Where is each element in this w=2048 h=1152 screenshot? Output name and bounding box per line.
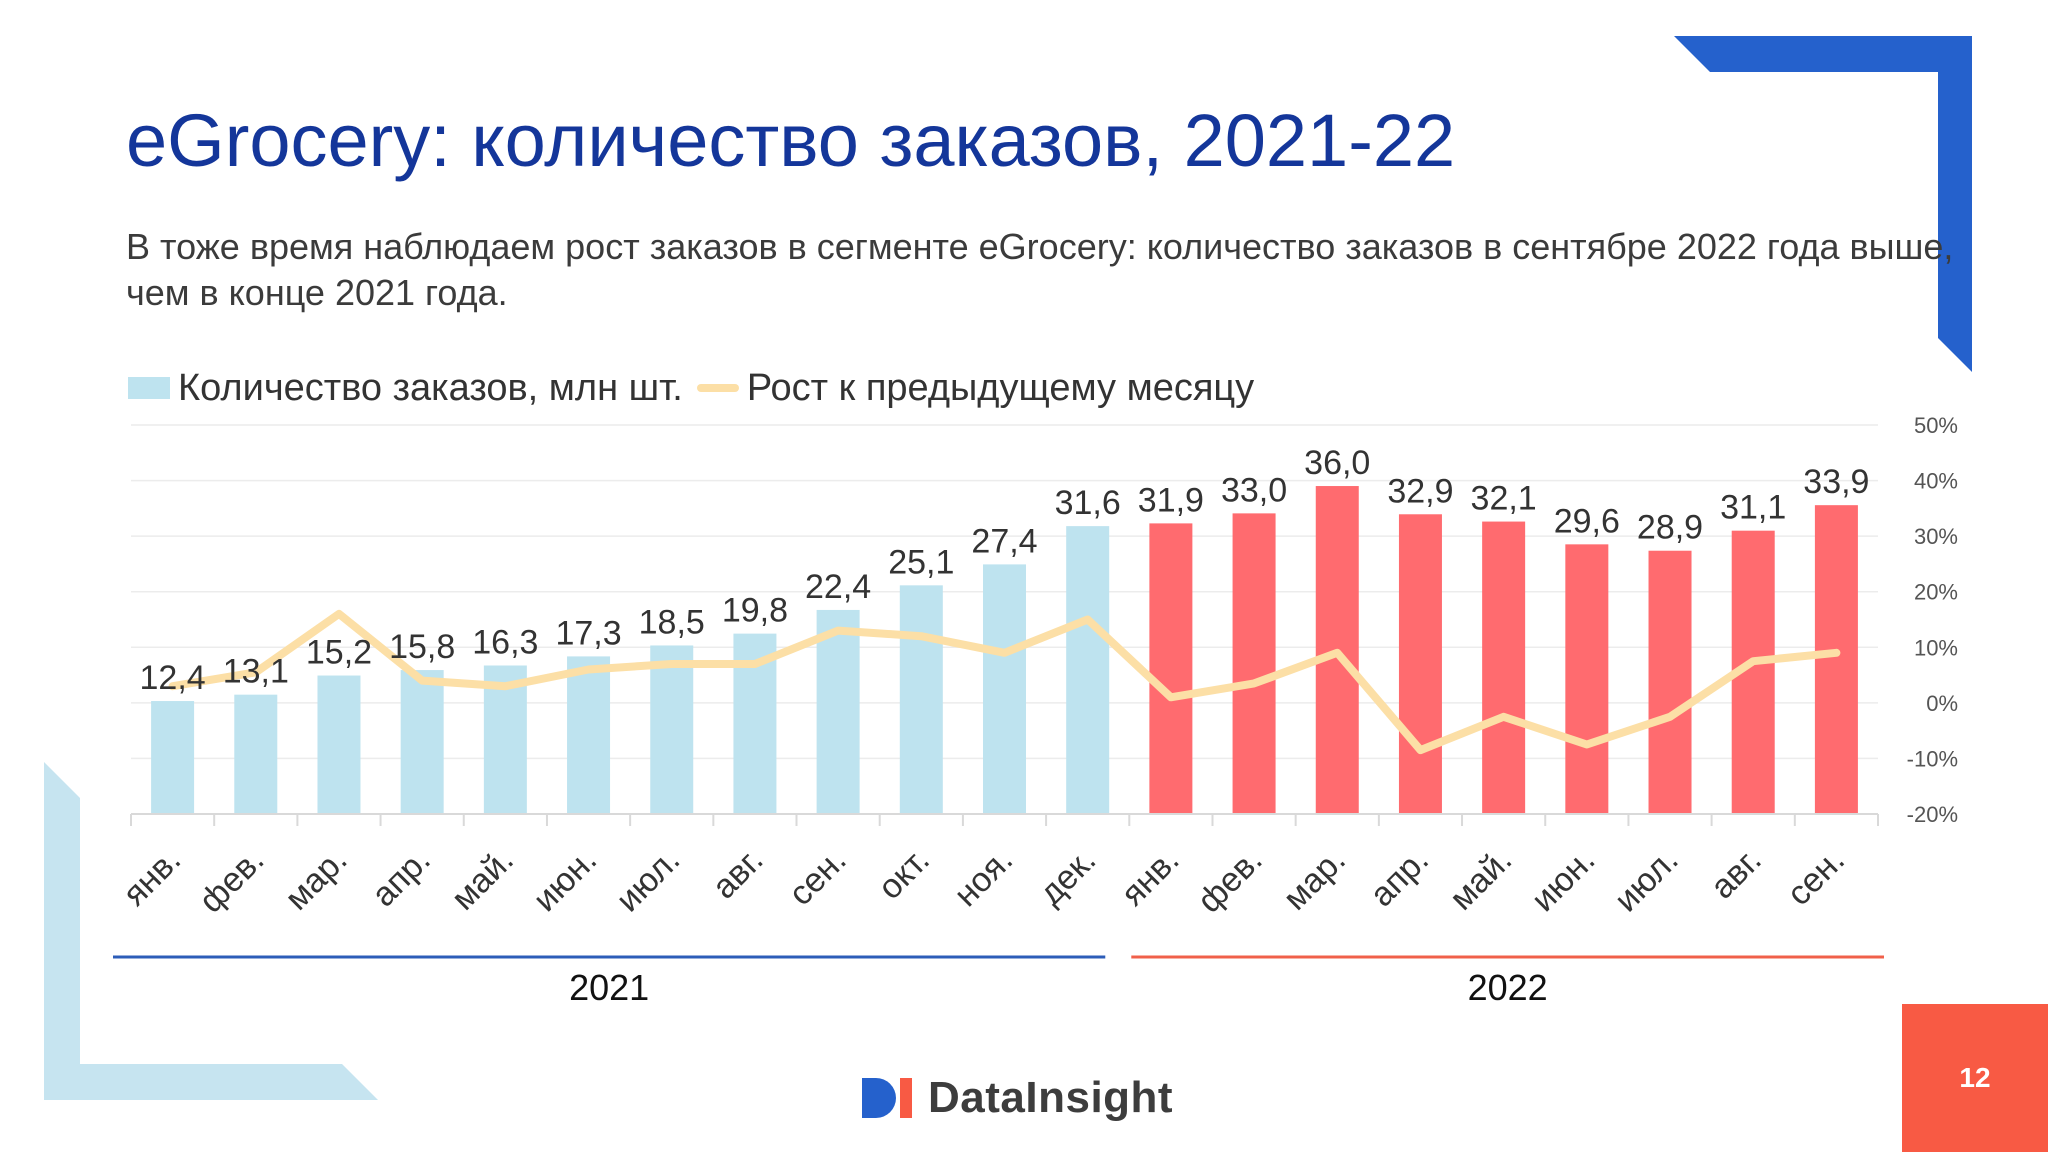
year-group-label: 2021: [569, 967, 649, 1008]
orders-data-label: 29,6: [1554, 502, 1620, 540]
orders-data-label: 33,9: [1803, 463, 1869, 501]
orders-bar: [983, 564, 1026, 814]
orders-data-label: 15,2: [306, 634, 372, 672]
chart-legend: Количество заказов, млн шт. Рост к преды…: [128, 364, 1254, 412]
orders-data-label: 32,9: [1387, 472, 1453, 510]
corner-accent-top-right: [1674, 36, 1972, 372]
legend-growth-label: Рост к предыдущему месяцу: [746, 366, 1255, 409]
orders-data-label: 31,6: [1055, 484, 1121, 522]
chart-bars: [151, 486, 1858, 814]
orders-bar: [650, 645, 694, 814]
y-right-tick-label: 0%: [1926, 691, 1958, 716]
datainsight-logo-icon: [862, 1078, 912, 1118]
x-tick-label: ноя.: [947, 841, 1020, 914]
orders-bar: [151, 701, 195, 814]
chart-data-labels: 12,4 13,1 15,2 15,8 16,3 17,3 18,5 19,8 22,4 25,1…: [140, 444, 1870, 697]
x-tick-label: фев.: [1190, 841, 1269, 920]
orders-bar: [567, 656, 611, 814]
orders-data-label: 16,3: [472, 624, 538, 662]
orders-bar: [816, 609, 860, 814]
corner-accent-bottom-left: [44, 762, 378, 1100]
growth-line-path: [168, 609, 1841, 755]
orders-data-label: 19,8: [722, 592, 788, 630]
orders-bar: [483, 665, 527, 814]
y-right-tick-label: 10%: [1914, 635, 1958, 660]
legend-bar-swatch: [128, 377, 170, 399]
orders-data-label: 27,4: [971, 522, 1037, 560]
logo-text: DataInsight: [928, 1073, 1174, 1122]
x-tick-label: фев.: [192, 841, 271, 920]
orders-bar: [1232, 513, 1276, 814]
orders-data-label: 28,9: [1637, 509, 1703, 547]
x-tick-label: сен.: [1780, 841, 1852, 913]
x-tick-label: апр.: [1363, 841, 1436, 914]
orders-bar: [1066, 526, 1110, 814]
orders-data-label: 17,3: [555, 614, 621, 652]
orders-bar: [1149, 523, 1193, 814]
orders-bar: [1814, 505, 1858, 814]
orders-data-label: 13,1: [223, 653, 289, 691]
y-right-tick-label: 50%: [1914, 413, 1958, 438]
orders-bar: [400, 670, 444, 814]
x-tick-label: окт.: [871, 841, 937, 907]
legend-orders-label: Количество заказов, млн шт.: [178, 366, 683, 409]
page-number: 12: [1902, 1004, 2048, 1152]
slide-title: eGrocery: количество заказов, 2021-22: [126, 99, 1456, 182]
legend-line-swatch: [696, 384, 739, 392]
x-tick-label: авг.: [705, 841, 771, 907]
orders-bar: [899, 585, 943, 814]
orders-data-label: 25,1: [888, 543, 954, 581]
orders-data-label: 15,8: [389, 628, 455, 666]
orders-bar: [317, 675, 361, 814]
x-tick-label: янв.: [1114, 841, 1187, 914]
year-group-label: 2022: [1468, 967, 1548, 1008]
orders-bar: [1648, 550, 1692, 814]
x-tick-label: май.: [444, 841, 521, 918]
orders-data-label: 31,9: [1138, 481, 1204, 519]
orders-bar: [1398, 514, 1442, 814]
x-tick-label: мар.: [278, 841, 355, 918]
x-tick-label: янв.: [116, 841, 189, 914]
datainsight-logo: DataInsight: [862, 1072, 1173, 1124]
x-tick-label: сен.: [782, 841, 854, 913]
y-right-tick-label: -10%: [1907, 746, 1958, 771]
y-right-tick-label: 20%: [1914, 580, 1958, 605]
orders-bar: [1482, 521, 1526, 814]
y-right-tick-label: 40%: [1914, 469, 1958, 494]
x-tick-label: июн.: [526, 841, 604, 919]
chart-year-groups: 2021 2022: [113, 955, 1884, 1008]
decor-layer: [44, 36, 1972, 1100]
orders-bar: [234, 694, 278, 814]
x-tick-label: май.: [1442, 841, 1519, 918]
x-tick-label: июн.: [1524, 841, 1602, 919]
x-tick-label: дек.: [1032, 841, 1103, 912]
orders-bar: [1565, 544, 1609, 814]
y-right-tick-label: -20%: [1907, 802, 1958, 827]
slide-subtitle: В тоже время наблюдаем рост заказов в се…: [126, 226, 1954, 313]
y-right-tick-label: 30%: [1914, 524, 1958, 549]
orders-data-label: 36,0: [1304, 444, 1370, 482]
chart-growth-line: [168, 609, 1841, 755]
orders-data-label: 18,5: [639, 603, 705, 641]
orders-data-label: 12,4: [140, 659, 206, 697]
x-tick-label: авг.: [1703, 841, 1769, 907]
orders-data-label: 22,4: [805, 568, 871, 606]
x-tick-label: апр.: [365, 841, 438, 914]
x-tick-label: июл.: [609, 841, 688, 920]
x-tick-label: мар.: [1276, 841, 1353, 918]
orders-data-label: 31,1: [1720, 489, 1786, 527]
x-tick-label: июл.: [1607, 841, 1686, 920]
orders-data-label: 32,1: [1471, 480, 1537, 518]
orders-data-label: 33,0: [1221, 471, 1287, 509]
